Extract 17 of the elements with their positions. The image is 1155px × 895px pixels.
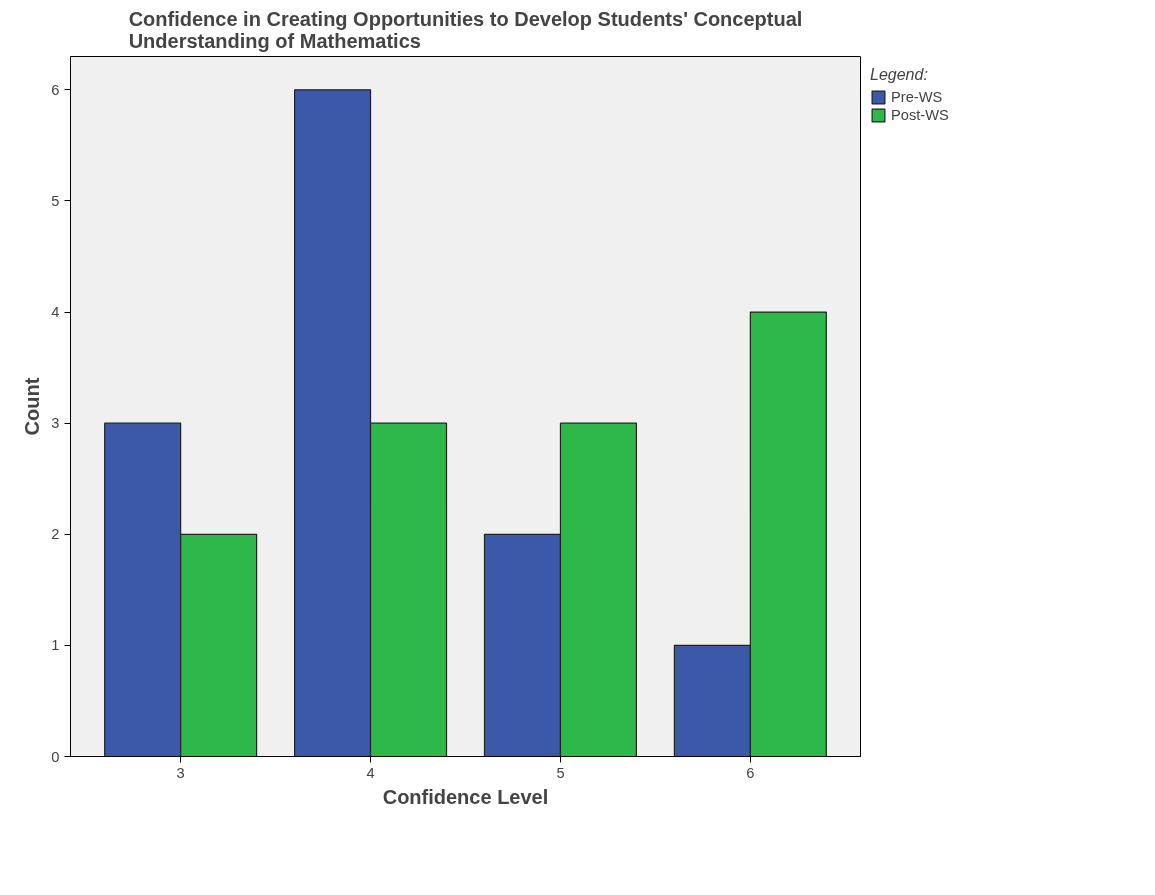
legend-label: Post-WS <box>891 107 949 123</box>
y-tick-label: 1 <box>51 637 60 654</box>
x-axis-title: Confidence Level <box>382 785 549 808</box>
legend-label: Pre-WS <box>891 89 943 105</box>
x-tick-label: 4 <box>366 764 375 781</box>
y-tick-label: 3 <box>51 415 60 432</box>
y-tick-label: 2 <box>51 526 60 543</box>
y-tick-label: 4 <box>51 304 60 321</box>
x-tick-label: 6 <box>746 764 755 781</box>
legend-title: Legend: <box>870 66 929 84</box>
chart-title: Confidence in Creating Opportunities to Develop Students' Conceptual Understanding of Mathematics <box>128 7 803 52</box>
y-tick-label: 0 <box>51 748 60 765</box>
x-tick-label: 5 <box>556 764 565 781</box>
y-tick-label: 6 <box>51 81 60 98</box>
x-tick-label: 3 <box>176 764 185 781</box>
y-tick-label: 5 <box>51 192 60 209</box>
y-axis-title: Count <box>21 377 44 436</box>
